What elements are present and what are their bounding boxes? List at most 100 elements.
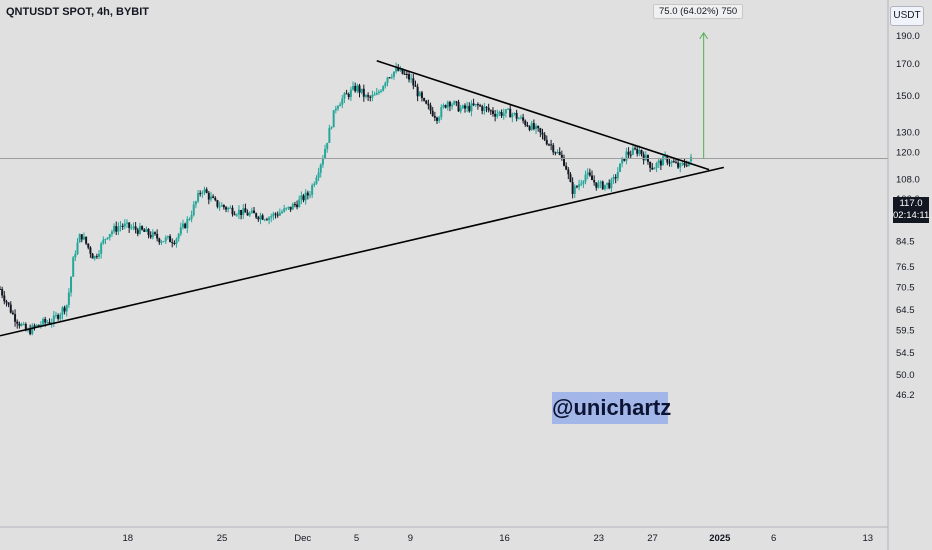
- candle-body: [192, 204, 195, 216]
- candle-body: [563, 157, 566, 166]
- candle-body: [227, 207, 230, 210]
- candle-body: [679, 163, 682, 168]
- candle-body: [283, 208, 286, 212]
- candle-body: [543, 134, 546, 140]
- candle-body: [11, 312, 14, 315]
- candle-body: [392, 71, 395, 77]
- candle-body: [143, 229, 146, 232]
- candle-body: [651, 167, 654, 170]
- ascending-trendline[interactable]: [0, 166, 725, 337]
- candle-body: [539, 128, 542, 133]
- descending-trendline[interactable]: [376, 60, 710, 171]
- candle-body: [472, 103, 475, 106]
- candle-body: [326, 142, 329, 149]
- drawings-layer: [0, 31, 888, 337]
- candle-body: [263, 219, 266, 221]
- candle-body: [80, 234, 83, 240]
- candle-body: [229, 207, 232, 209]
- candle-body: [554, 152, 557, 154]
- candle-body: [334, 108, 337, 111]
- candle-body: [642, 154, 645, 161]
- time-tick-label: 2025: [709, 533, 731, 544]
- candle-body: [657, 160, 660, 164]
- candle-body: [541, 132, 544, 135]
- candle-body: [76, 242, 79, 254]
- candle-body: [547, 144, 550, 146]
- candle-body: [37, 324, 40, 326]
- candle-body: [627, 151, 630, 155]
- candle-body: [91, 253, 94, 259]
- candle-body: [115, 226, 118, 232]
- candle-body: [591, 175, 593, 181]
- candle-body: [513, 112, 516, 115]
- candle-body: [444, 105, 447, 108]
- candle-body: [315, 177, 318, 184]
- candle-body: [214, 197, 217, 201]
- price-range-label: 75.0 (64.02%) 750: [653, 4, 744, 19]
- candle-body: [14, 314, 17, 322]
- candle-body: [156, 233, 159, 239]
- candle-body: [664, 155, 667, 157]
- candle-body: [644, 155, 647, 161]
- candle-body: [567, 169, 570, 175]
- candle-body: [502, 113, 505, 116]
- candle-body: [386, 77, 389, 83]
- candle-body: [431, 110, 434, 117]
- candle-body: [526, 124, 529, 127]
- candle-body: [197, 193, 200, 202]
- candle-body: [296, 204, 299, 208]
- last-price-value: 117.0: [899, 198, 923, 209]
- candle-body: [237, 209, 240, 215]
- candle-body: [545, 139, 548, 145]
- candle-body: [16, 321, 19, 324]
- candle-body: [287, 206, 290, 208]
- candle-body: [517, 118, 520, 120]
- candle-body: [573, 186, 576, 194]
- candle-body: [46, 322, 49, 324]
- currency-button[interactable]: USDT: [890, 6, 924, 26]
- candle-body: [455, 101, 458, 103]
- candle-body: [1, 289, 4, 296]
- candle-body: [33, 325, 36, 327]
- candle-body: [375, 92, 378, 95]
- candle-body: [235, 214, 238, 216]
- candle-body: [44, 319, 47, 323]
- candle-body: [231, 207, 234, 215]
- candle-body: [498, 111, 501, 114]
- candle-body: [48, 322, 51, 324]
- candle-body: [532, 123, 535, 129]
- candle-body: [442, 105, 445, 108]
- candle-body: [253, 210, 256, 214]
- candle-body: [397, 67, 400, 71]
- candle-body: [126, 222, 129, 224]
- candle-body: [621, 158, 624, 164]
- candle-body: [347, 94, 350, 98]
- candle-body: [487, 107, 490, 111]
- candle-body: [580, 183, 583, 185]
- bar-countdown: 02:14:11: [893, 210, 930, 221]
- candle-body: [132, 226, 135, 228]
- candle-body: [662, 156, 665, 166]
- price-tick-label: 59.5: [896, 326, 915, 337]
- candle-body: [343, 93, 346, 99]
- candle-body: [317, 172, 320, 178]
- candle-body: [336, 106, 339, 109]
- candle-body: [429, 105, 432, 111]
- candle-body: [496, 113, 499, 117]
- candle-body: [199, 193, 202, 195]
- candle-body: [476, 104, 479, 106]
- candle-body: [291, 204, 294, 210]
- candle-body: [522, 117, 525, 121]
- candle-body: [593, 180, 596, 183]
- candle-body: [479, 105, 482, 107]
- candle-body: [57, 315, 60, 319]
- price-tick-label: 84.5: [896, 237, 915, 248]
- candle-body: [164, 237, 167, 242]
- candle-body: [311, 185, 314, 195]
- time-axis[interactable]: 18 25 Dec 5 9 16 23 27 2025 6 13: [123, 533, 874, 544]
- candle-body: [67, 292, 70, 306]
- candle-body: [328, 128, 331, 143]
- candle-body: [634, 148, 637, 150]
- candle-body: [440, 107, 443, 118]
